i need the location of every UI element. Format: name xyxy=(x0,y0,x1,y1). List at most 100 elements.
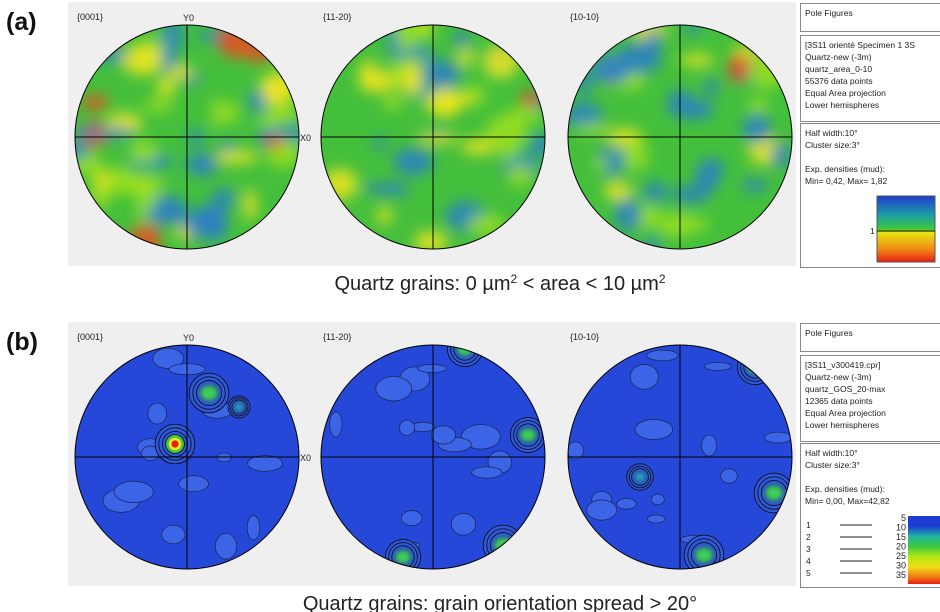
texture-blob xyxy=(697,158,725,178)
texture-blob xyxy=(222,101,239,124)
info-line: quartz_GOS_20-max xyxy=(805,384,886,394)
texture-blob xyxy=(393,25,425,45)
texture-blob xyxy=(643,181,668,203)
texture-blob xyxy=(413,231,448,249)
colorbar-label: 25 xyxy=(896,551,906,561)
texture-blob xyxy=(382,94,403,110)
param: Half width:10° xyxy=(805,128,858,138)
texture-blob xyxy=(519,91,541,107)
texture-blob xyxy=(589,65,631,80)
density: Min= 0,00, Max=42,82 xyxy=(805,496,890,506)
texture-blob xyxy=(455,92,473,106)
contour xyxy=(616,498,637,510)
texture-blob xyxy=(684,218,711,230)
contour xyxy=(701,434,718,457)
texture-blob xyxy=(211,188,235,209)
density: Exp. densities (mud): xyxy=(805,164,885,174)
texture-blob xyxy=(575,123,610,135)
texture-blob xyxy=(431,88,460,118)
texture-blob xyxy=(568,102,603,129)
texture-blob xyxy=(211,97,224,130)
caption-part: 2 xyxy=(511,272,518,286)
caption-part: < area < 10 µm xyxy=(517,273,659,295)
texture-blob xyxy=(397,39,413,51)
texture-blob xyxy=(366,182,381,195)
contour xyxy=(375,376,413,402)
spot xyxy=(199,384,219,402)
texture-blob xyxy=(393,148,434,176)
contour xyxy=(568,441,584,460)
texture-blob xyxy=(243,189,257,221)
contour xyxy=(214,532,238,560)
contour xyxy=(147,402,168,425)
info-line: Lower hemispheres xyxy=(805,100,879,110)
spot xyxy=(171,440,179,448)
info-line: [3S11_v300419.cpr] xyxy=(805,360,880,370)
panel: (b) {0001} Y0 X0 {11-20} {10-10} Pole Figures [… xyxy=(6,322,940,612)
contour xyxy=(417,364,447,373)
texture-blob xyxy=(156,77,176,97)
texture-blob xyxy=(749,97,768,113)
info-line: 55376 data points xyxy=(805,76,873,86)
texture-blob xyxy=(185,152,219,177)
texture-blob xyxy=(618,142,650,171)
info-box xyxy=(800,3,940,32)
contour-level: 2 xyxy=(806,532,811,542)
pole-figure xyxy=(75,345,299,569)
colorbar-label: 30 xyxy=(896,561,906,571)
caption: Quartz grains: grain orientation spread … xyxy=(303,593,697,612)
texture-blob xyxy=(269,104,299,123)
pole-label: {11-20} xyxy=(323,12,351,22)
caption-part: 2 xyxy=(659,272,666,286)
contour xyxy=(720,468,738,484)
colorbar xyxy=(908,516,940,584)
contour xyxy=(329,411,343,438)
info-panel: Pole Figures [3S11_v300419.cpr] Quartz-new… xyxy=(800,323,940,588)
contour xyxy=(703,361,732,371)
axis-label: Y0 xyxy=(183,333,194,343)
spot xyxy=(519,427,537,443)
caption-part: Quartz grains: 0 µm xyxy=(334,273,510,295)
texture-blob xyxy=(219,140,235,153)
contour xyxy=(246,515,261,541)
contour xyxy=(646,349,679,362)
panel-label: (b) xyxy=(6,328,38,356)
texture-blob xyxy=(771,142,791,169)
info-line: Quartz-new (-3m) xyxy=(805,372,872,382)
texture-blob xyxy=(680,53,714,67)
axis-label: Y0 xyxy=(183,13,194,23)
texture-blob xyxy=(376,182,410,196)
contour xyxy=(646,514,666,524)
texture-blob xyxy=(505,107,544,122)
texture-blob xyxy=(741,179,769,192)
texture-blob xyxy=(106,166,137,195)
texture-blob xyxy=(261,76,288,107)
density: Min= 0,42, Max= 1,82 xyxy=(805,176,887,186)
texture-blob xyxy=(619,40,661,75)
texture-blob xyxy=(457,48,474,67)
colorbar-label: 20 xyxy=(896,542,906,552)
axis-label: X0 xyxy=(300,453,311,463)
colorbar-label: 1 xyxy=(870,226,875,236)
pole-label: {0001} xyxy=(77,332,103,342)
texture-blob xyxy=(362,70,398,93)
info-box xyxy=(800,35,940,122)
contour xyxy=(430,425,457,445)
contour xyxy=(247,455,283,472)
contour xyxy=(764,431,792,444)
contour-level: 3 xyxy=(806,544,811,554)
contour-level: 4 xyxy=(806,556,811,566)
texture-blob xyxy=(264,135,284,149)
texture-blob xyxy=(168,65,194,80)
texture-blob xyxy=(75,127,108,139)
texture xyxy=(322,25,545,249)
texture-blob xyxy=(656,212,699,237)
texture-blob xyxy=(630,71,645,89)
contour xyxy=(629,364,659,390)
density: Exp. densities (mud): xyxy=(805,484,885,494)
info-title: Pole Figures xyxy=(805,328,853,338)
texture-blob xyxy=(727,54,750,83)
pole-label: {0001} xyxy=(77,12,103,22)
info-box xyxy=(800,323,940,352)
